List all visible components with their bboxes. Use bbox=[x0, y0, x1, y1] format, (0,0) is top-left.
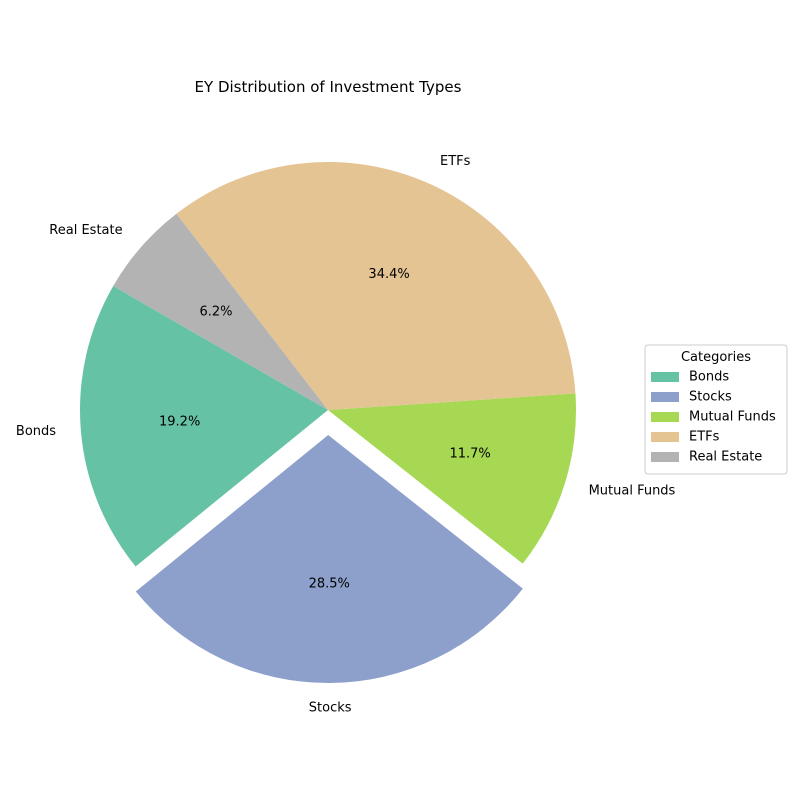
legend-frame bbox=[644, 344, 788, 475]
legend-label-real-estate: Real Estate bbox=[689, 450, 762, 465]
percent-label-bonds: 19.2% bbox=[159, 414, 200, 429]
legend-label-stocks: Stocks bbox=[689, 390, 732, 405]
pie-slice-etfs bbox=[176, 161, 576, 410]
legend-label-bonds: Bonds bbox=[689, 370, 729, 385]
pie-slice-real-estate bbox=[113, 213, 328, 410]
legend-swatch-bonds bbox=[651, 372, 679, 382]
chart-title: EY Distribution of Investment Types bbox=[195, 78, 462, 96]
percent-label-mutual-funds: 11.7% bbox=[449, 447, 490, 462]
legend-swatch-mutual-funds bbox=[651, 412, 679, 422]
legend: Categories Bonds Stocks Mutual Funds ETFs Re… bbox=[644, 344, 788, 475]
pie-labels: Bonds 19.2% Stocks 28.5% Mutual Funds 11.7% ET… bbox=[16, 154, 676, 716]
legend-swatch-real-estate bbox=[651, 452, 679, 462]
pie-slice-bonds bbox=[79, 286, 328, 567]
pie-slices bbox=[79, 161, 576, 683]
slice-label-bonds: Bonds bbox=[16, 424, 56, 439]
legend-swatch-stocks bbox=[651, 392, 679, 402]
pie-slice-mutual-funds bbox=[328, 393, 576, 564]
slice-label-real-estate: Real Estate bbox=[49, 223, 122, 238]
percent-label-stocks: 28.5% bbox=[309, 576, 350, 591]
slice-label-etfs: ETFs bbox=[440, 154, 471, 169]
legend-title: Categories bbox=[681, 350, 751, 365]
percent-label-etfs: 34.4% bbox=[368, 267, 409, 282]
legend-swatch-etfs bbox=[651, 432, 679, 442]
legend-label-etfs: ETFs bbox=[689, 430, 720, 445]
percent-label-real-estate: 6.2% bbox=[199, 305, 232, 320]
legend-items: Bonds Stocks Mutual Funds ETFs Real Estate bbox=[651, 370, 776, 465]
slice-label-mutual-funds: Mutual Funds bbox=[589, 483, 676, 498]
legend-label-mutual-funds: Mutual Funds bbox=[689, 410, 776, 425]
pie-slice-stocks bbox=[135, 434, 523, 683]
slice-label-stocks: Stocks bbox=[309, 700, 352, 715]
